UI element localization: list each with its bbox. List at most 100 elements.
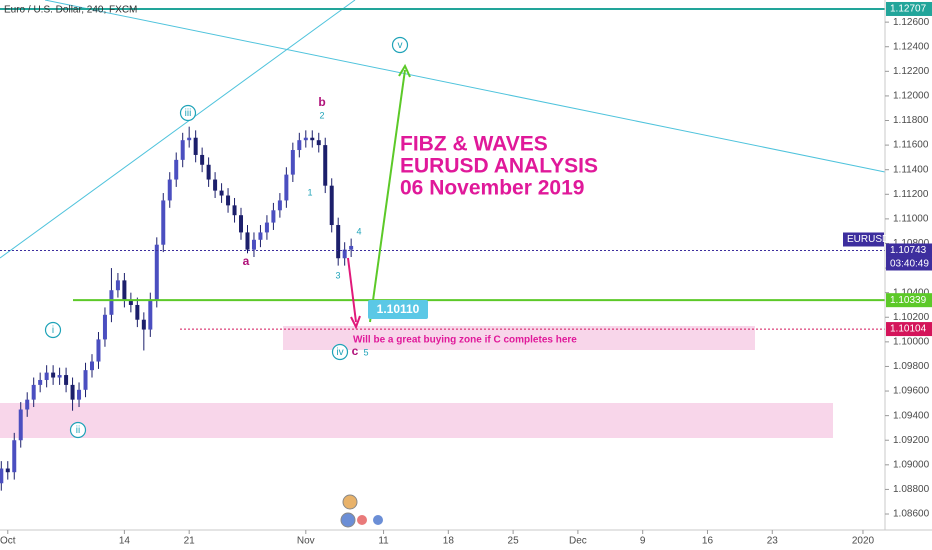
candle-body [174, 159, 179, 180]
target-box [368, 300, 428, 319]
candle-body [135, 304, 140, 320]
headline: EURUSD ANALYSIS [400, 155, 598, 178]
candle-body [44, 372, 49, 380]
wave-label: a [243, 254, 250, 268]
y-tick-label: 1.12400 [893, 41, 930, 52]
price-badge-label: 1.10104 [890, 324, 927, 335]
candle-body [148, 300, 153, 330]
candle-body [213, 179, 218, 191]
projection-arrow [347, 257, 357, 323]
candle-body [316, 140, 321, 146]
candle-body [122, 280, 127, 301]
candle-body [12, 440, 17, 473]
symbol-badge [843, 232, 884, 247]
wave-ring [331, 343, 349, 361]
candle-body [187, 137, 192, 141]
x-tick-label: 11 [378, 536, 389, 547]
x-tick-label: 18 [443, 536, 455, 547]
candle-body [102, 314, 107, 340]
y-tick-label: 1.11000 [893, 214, 929, 225]
support-zone [0, 403, 833, 438]
wave-label: i [52, 325, 54, 336]
candle-body [96, 339, 101, 362]
y-tick-label: 1.09800 [893, 361, 930, 372]
candle-body [38, 379, 43, 385]
y-tick-label: 1.10000 [893, 336, 930, 347]
y-tick-label: 1.10200 [893, 312, 930, 323]
candle-body [258, 232, 263, 240]
candle-body [310, 137, 315, 141]
candle-body [206, 164, 211, 180]
candle-body [128, 300, 133, 305]
candle-body [180, 140, 185, 160]
x-tick-label: 2020 [852, 536, 875, 547]
candle-body [57, 375, 62, 378]
event-icon [373, 515, 383, 525]
candle-body [31, 384, 36, 400]
price-badge [886, 322, 932, 337]
candle-body [64, 375, 69, 385]
y-tick-label: 1.12000 [893, 91, 930, 102]
wave-label: b [318, 95, 325, 109]
candle-body [336, 225, 341, 259]
arrow-head [350, 315, 361, 330]
candle-body [297, 140, 302, 151]
candle-body [193, 137, 198, 155]
price-badge-label: 1.10743 [890, 245, 927, 256]
candle-body [0, 468, 4, 484]
x-tick-label: 25 [508, 536, 520, 547]
x-tick-label: Nov [297, 536, 315, 547]
candle-body [264, 222, 269, 233]
x-tick-label: 21 [184, 536, 196, 547]
symbol-label: EURUSD [847, 234, 889, 245]
price-badge [886, 293, 932, 308]
plot-area [0, 7, 885, 491]
candle-body [141, 319, 146, 330]
y-tick-label: 1.11600 [893, 140, 929, 151]
x-tick-label: 16 [702, 536, 714, 547]
wave-label: ii [76, 425, 80, 436]
headline: FIBZ & WAVES [400, 133, 548, 156]
candle-body [200, 154, 205, 165]
candle-body [226, 195, 231, 206]
x-tick-label: Oct [0, 536, 16, 547]
candle-body [77, 389, 82, 400]
trend-line [0, 0, 356, 259]
event-icon [342, 494, 358, 510]
y-tick-label: 1.09400 [893, 410, 930, 421]
candle-body [5, 468, 10, 473]
wave-label: v [398, 40, 403, 51]
y-tick-label: 1.08600 [893, 509, 930, 520]
y-tick-label: 1.11400 [893, 164, 929, 175]
projection-arrow [369, 69, 406, 323]
y-tick-label: 1.11800 [893, 115, 929, 126]
candle-body [349, 245, 354, 250]
candle-body [239, 215, 244, 233]
candle-body [18, 409, 23, 441]
candle-body [154, 244, 159, 301]
candle-body [342, 249, 347, 259]
candle-body [232, 205, 237, 216]
candle-body [277, 200, 282, 211]
candle-body [329, 185, 334, 226]
candle-body [109, 290, 114, 315]
wave-ring [44, 321, 62, 339]
candle-body [219, 190, 224, 196]
wave-ring [69, 421, 87, 439]
event-icon [340, 512, 356, 528]
candle-body [25, 399, 30, 410]
x-tick-label: 23 [767, 536, 779, 547]
y-tick-label: 1.12200 [893, 66, 930, 77]
y-tick-label: 1.09000 [893, 459, 930, 470]
wave-label: 4 [356, 226, 361, 236]
chart-title: Euro / U.S. Dollar, 240, FXCM [4, 5, 137, 16]
price-badge [886, 1, 932, 16]
candle-body [290, 150, 295, 175]
target-label: 1.10110 [377, 302, 420, 316]
wave-label: 1 [307, 187, 312, 197]
countdown-label: 03:40:49 [890, 259, 929, 270]
x-tick-label: 9 [640, 536, 646, 547]
event-icon [357, 515, 367, 525]
y-tick-label: 1.09200 [893, 435, 930, 446]
